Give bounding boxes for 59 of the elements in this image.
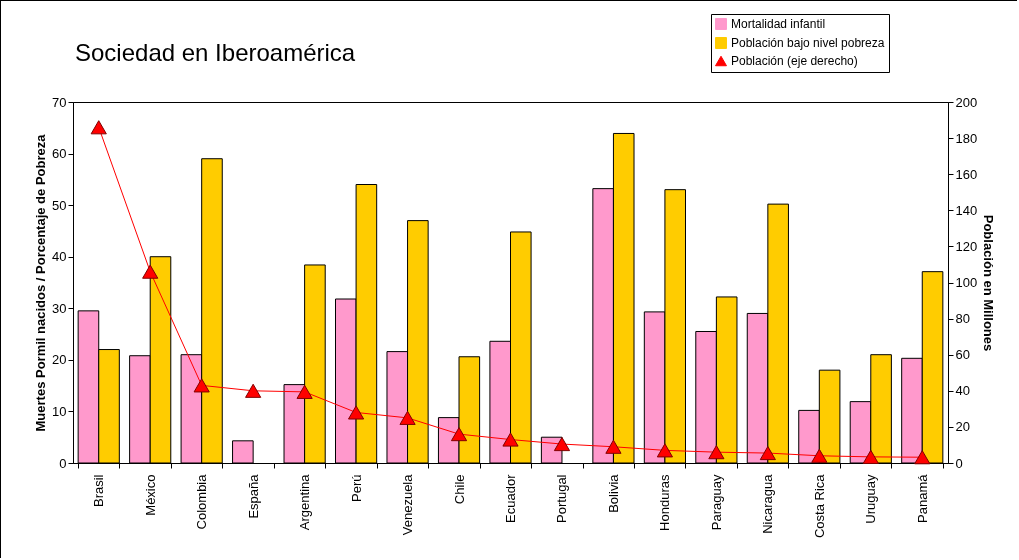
legend-label: Población (eje derecho) [731, 54, 858, 68]
x-tick-label: Perú [348, 474, 364, 502]
x-tick-label: España [245, 473, 261, 519]
point [193, 378, 210, 393]
point [142, 264, 159, 279]
chart-title: Sociedad en Iberoamérica [75, 38, 356, 66]
point [759, 446, 776, 461]
point [450, 427, 468, 442]
x-tick-label: Ecuador [503, 473, 518, 523]
x-tick-label: Costa Rica [811, 473, 827, 539]
point [296, 384, 313, 399]
y2-tick-label: 20 [955, 419, 970, 435]
point [862, 449, 879, 464]
y-tick-label: 10 [52, 403, 67, 419]
y-tick-label: 50 [52, 197, 67, 213]
y-tick-label: 40 [52, 249, 67, 265]
y-tick-label: 60 [52, 146, 67, 162]
y-tick-label: 30 [52, 300, 67, 316]
point [811, 448, 828, 463]
y2-tick-label: 60 [955, 347, 970, 363]
point [348, 405, 365, 420]
y2-tick-label: 160 [955, 166, 978, 182]
y-tick-label: 20 [52, 352, 67, 368]
y2-tick-label: 80 [955, 311, 970, 327]
y-tick-label: 0 [59, 455, 67, 471]
x-tick-label: Panamá [914, 473, 930, 523]
x-tick-label: Chile [451, 474, 467, 505]
y2-axis-title: Población en Millones [981, 214, 997, 352]
x-tick-label: Venezuela [400, 473, 416, 536]
x-tick-label: Brasil [91, 474, 107, 508]
x-tick-label: Nicaragua [760, 473, 776, 534]
x-tick-label: Colombia [194, 473, 210, 530]
y2-tick-label: 180 [955, 130, 978, 146]
y2-tick-label: 100 [955, 275, 978, 290]
y2-tick-label: 0 [955, 455, 963, 471]
point [656, 443, 673, 458]
point [553, 436, 571, 452]
point [90, 120, 107, 135]
y2-tick-label: 40 [955, 383, 970, 399]
y-axis-title: Muertes Pormil nacidos / Porcentaje de Pobreza [33, 133, 49, 432]
legend-label: Mortalidad infantil [731, 17, 826, 31]
point [605, 439, 622, 454]
y2-tick-label: 140 [955, 202, 978, 218]
point [245, 383, 262, 398]
x-tick-label: Bolivia [605, 473, 621, 513]
point [399, 410, 416, 425]
y-tick-label: 70 [52, 94, 67, 110]
x-tick-label: Argentina [297, 473, 313, 531]
point [914, 450, 931, 465]
x-tick-label: Uruguay [863, 474, 879, 524]
point [708, 445, 725, 460]
x-tick-label: Portugal [554, 474, 570, 523]
x-tick-label: Honduras [657, 474, 673, 531]
legend-label: Población bajo nivel pobreza [731, 36, 885, 50]
point [502, 432, 519, 447]
x-tick-label: Paraguay [708, 474, 724, 531]
y2-tick-label: 120 [955, 238, 978, 254]
y2-tick-label: 200 [955, 94, 978, 110]
x-tick-label: México [142, 474, 158, 516]
